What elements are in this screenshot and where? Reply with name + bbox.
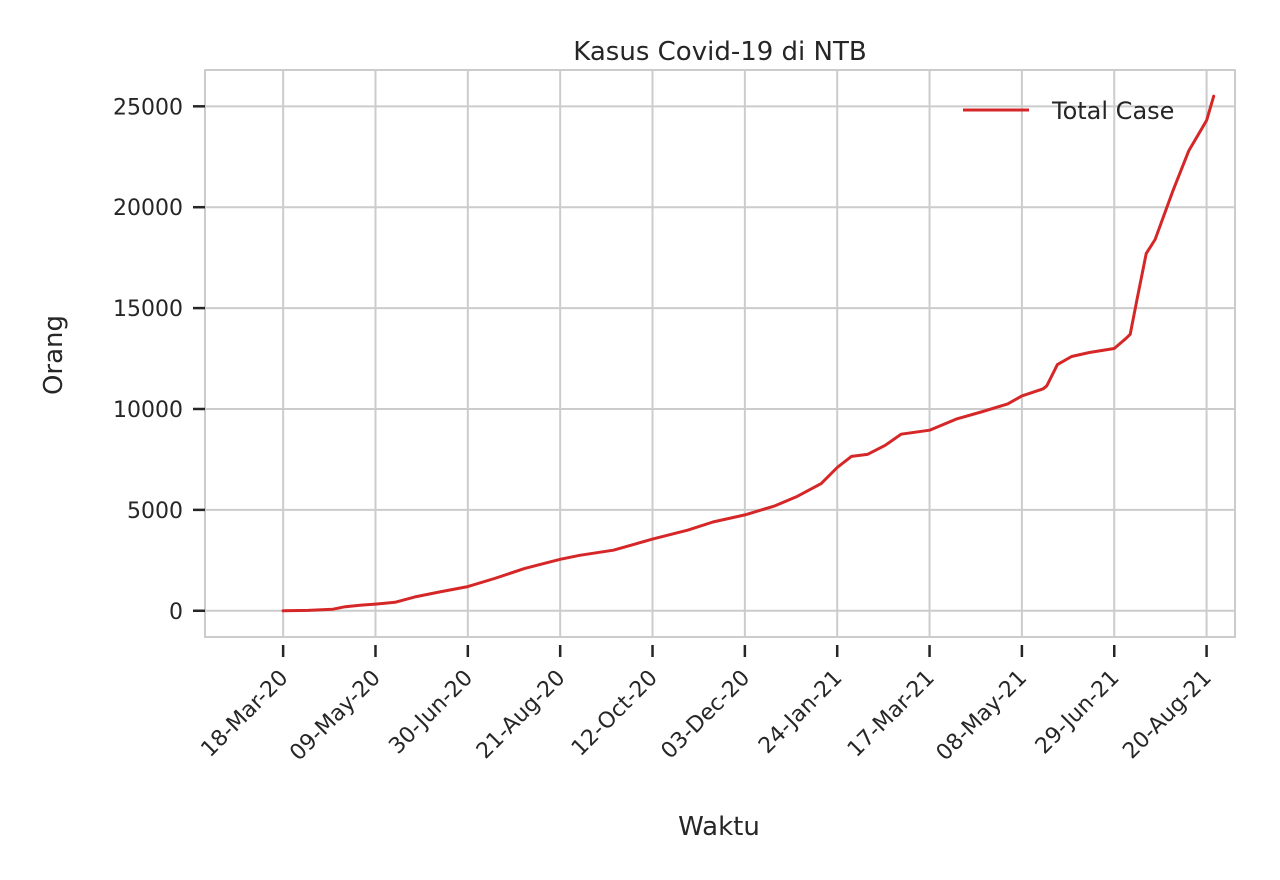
x-tick-label: 21-Aug-20: [472, 666, 571, 765]
total-case-line: [281, 94, 1216, 613]
x-tick-label: 08-May-21: [932, 666, 1032, 766]
x-tick-label: 29-Jun-21: [1031, 666, 1125, 760]
y-tick-label: 10000: [113, 398, 183, 423]
y-axis-title: Orang: [39, 315, 69, 395]
x-tick-label: 09-May-20: [285, 666, 385, 766]
grid-lines: [205, 70, 1235, 637]
legend: Total Case: [963, 97, 1174, 125]
x-tick-label: 20-Aug-21: [1118, 666, 1217, 765]
x-tick-label: 24-Jan-21: [754, 666, 847, 759]
y-tick-label: 25000: [113, 95, 183, 120]
x-tick-label: 30-Jun-20: [384, 666, 478, 760]
legend-label: Total Case: [1051, 97, 1174, 125]
x-tick-label: 03-Dec-20: [657, 666, 756, 765]
x-tick-label: 12-Oct-20: [567, 666, 663, 762]
y-tick-label: 15000: [113, 297, 183, 322]
x-tick-label: 17-Mar-21: [843, 666, 940, 763]
plot-area-frame: [204, 69, 1236, 638]
y-tick-label: 20000: [113, 196, 183, 221]
series-lines: [281, 94, 1216, 613]
chart-title: Kasus Covid-19 di NTB: [573, 37, 866, 67]
y-tick-label: 5000: [127, 499, 183, 524]
y-tick-label: 0: [169, 600, 183, 625]
x-tick-label: 18-Mar-20: [197, 666, 294, 763]
axis-ticks: 0 5000 10000 15000 20000 25000 18-Mar-2009-May…: [113, 95, 1217, 766]
x-axis-title: Waktu: [678, 812, 760, 842]
